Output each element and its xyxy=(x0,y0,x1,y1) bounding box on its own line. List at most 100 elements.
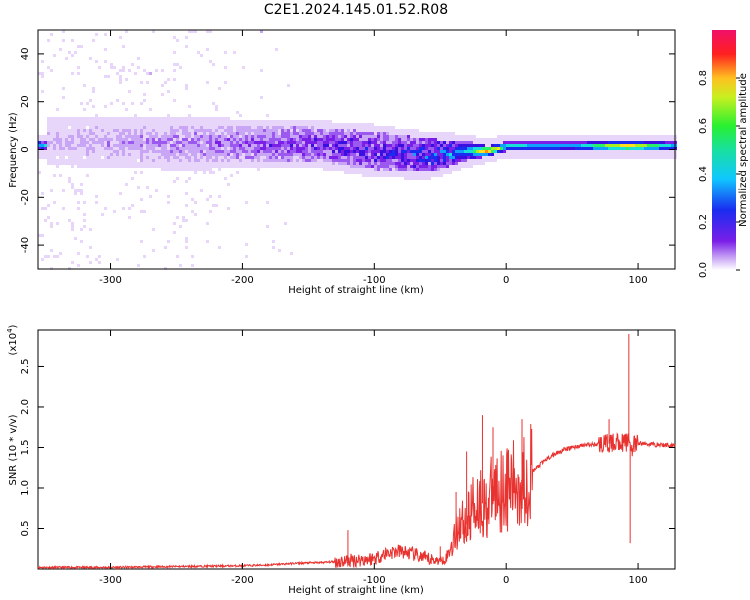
spectrogram-cell xyxy=(170,72,173,75)
spectrogram-cell xyxy=(437,132,440,135)
spectrogram-cell xyxy=(101,156,104,159)
spectrogram-cell xyxy=(230,168,233,171)
spectrogram-cell xyxy=(47,255,50,258)
spectrogram-cell xyxy=(143,210,146,213)
spectrogram-cell xyxy=(167,144,170,147)
spectrogram-cell xyxy=(530,147,533,150)
spectrogram-cell xyxy=(197,129,200,132)
spectrogram-cell xyxy=(113,132,116,135)
spectrogram-cell xyxy=(107,192,110,195)
spectrogram-cell xyxy=(221,210,224,213)
spectrogram-cell xyxy=(230,123,233,126)
spectrogram-cell xyxy=(596,135,599,138)
spectrogram-cell xyxy=(113,210,116,213)
spectrogram-cell xyxy=(326,168,329,171)
spectrogram-cell xyxy=(218,162,221,165)
spectrogram-cell xyxy=(53,144,56,147)
spectrogram-cell xyxy=(209,81,212,84)
spectrogram-cell xyxy=(59,150,62,153)
spectrogram-cell xyxy=(479,138,482,141)
spectrogram-cell xyxy=(179,138,182,141)
spectrogram-cell xyxy=(137,219,140,222)
spectrogram-cell xyxy=(152,102,155,105)
spectrogram-cell xyxy=(164,114,167,117)
spectrogram-cell xyxy=(245,210,248,213)
spectrogram-cell xyxy=(557,153,560,156)
spectrogram-cell xyxy=(200,108,203,111)
spectrogram-cell xyxy=(164,33,167,36)
spectrogram-cell xyxy=(347,129,350,132)
spectrogram-cell xyxy=(521,147,524,150)
spectrogram-cell xyxy=(185,159,188,162)
spectrogram-cell xyxy=(86,243,89,246)
spectrogram-cell xyxy=(86,117,89,120)
spectrogram-cell xyxy=(95,132,98,135)
spectrogram-cell xyxy=(344,156,347,159)
spectrogram-cell xyxy=(311,162,314,165)
spectrogram-cell xyxy=(110,153,113,156)
spectrogram-cell xyxy=(347,168,350,171)
spectrogram-cell xyxy=(176,132,179,135)
spectrogram-cell xyxy=(137,138,140,141)
spectrogram-cell xyxy=(380,168,383,171)
spectrogram-cell xyxy=(194,162,197,165)
spectrogram-cell xyxy=(356,132,359,135)
spectrogram-cell xyxy=(95,120,98,123)
spectrogram-cell xyxy=(437,150,440,153)
spectrogram-cell xyxy=(89,144,92,147)
spectrogram-cell xyxy=(56,228,59,231)
spectrogram-cell xyxy=(386,126,389,129)
spectrogram-cell xyxy=(101,123,104,126)
spectrogram-cell xyxy=(212,126,215,129)
spectrogram-cell xyxy=(152,120,155,123)
spectrogram-cell xyxy=(488,153,491,156)
spectrogram-cell xyxy=(410,147,413,150)
spectrogram-cell xyxy=(47,144,50,147)
spectrogram-cell xyxy=(191,105,194,108)
spectrogram-cell xyxy=(185,180,188,183)
spectrogram-cell xyxy=(584,135,587,138)
spectrogram-cell xyxy=(404,153,407,156)
spectrogram-cell xyxy=(329,129,332,132)
spectrogram-cell xyxy=(299,129,302,132)
spectrogram-cell xyxy=(287,120,290,123)
spectrogram-cell xyxy=(413,141,416,144)
spectrogram-cell xyxy=(53,132,56,135)
spectrogram-cell xyxy=(278,249,281,252)
spectrogram-cell xyxy=(77,126,80,129)
spectrogram-cell xyxy=(140,249,143,252)
spectrogram-cell xyxy=(137,264,140,267)
spectrogram-cell xyxy=(53,135,56,138)
spectrogram-cell xyxy=(593,144,596,147)
spectrogram-cell xyxy=(122,120,125,123)
spectrogram-cell xyxy=(131,63,134,66)
spectrogram-cell xyxy=(317,123,320,126)
spectrogram-cell xyxy=(146,234,149,237)
spectrogram-cell xyxy=(71,81,74,84)
spectrogram-cell xyxy=(164,132,167,135)
spectrogram-cell xyxy=(320,135,323,138)
spectrogram-cell xyxy=(362,132,365,135)
spectrogram-cell xyxy=(245,165,248,168)
spectrogram-cell xyxy=(245,132,248,135)
spectrogram-cell xyxy=(104,162,107,165)
spectrogram-cell xyxy=(311,138,314,141)
spectrogram-cell xyxy=(140,138,143,141)
spectrogram-cell xyxy=(191,117,194,120)
spectrogram-cell xyxy=(68,63,71,66)
spectrogram-cell xyxy=(605,135,608,138)
spectrogram-cell xyxy=(41,42,44,45)
spectrogram-cell xyxy=(566,141,569,144)
spectrogram-cell xyxy=(446,162,449,165)
spectrogram-cell xyxy=(122,33,125,36)
spectrogram-cell xyxy=(152,51,155,54)
spectrogram-cell xyxy=(104,150,107,153)
spectrogram-cell xyxy=(245,120,248,123)
spectrogram-cell xyxy=(176,126,179,129)
spectrogram-cell xyxy=(260,153,263,156)
spectrogram-cell xyxy=(53,165,56,168)
spectrogram-cell xyxy=(266,132,269,135)
spectrogram-cell xyxy=(197,150,200,153)
spectrogram-cell xyxy=(581,150,584,153)
spectrogram-cell xyxy=(68,75,71,78)
